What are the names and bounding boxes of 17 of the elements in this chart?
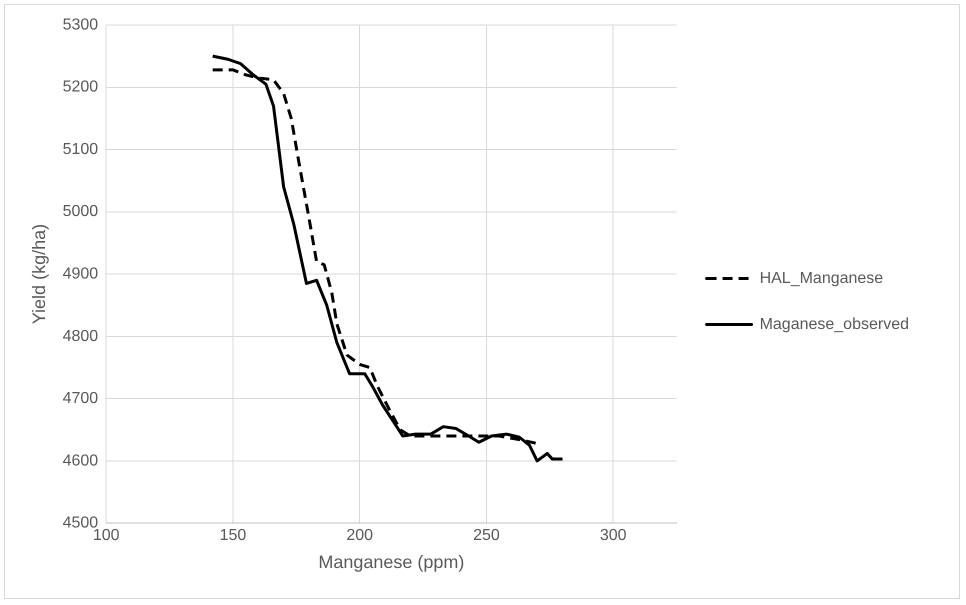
y-tick-label: 4700 xyxy=(62,390,98,408)
y-tick-label: 4800 xyxy=(62,328,98,345)
x-tick-label: 200 xyxy=(346,527,374,544)
legend-label: Maganese_observed xyxy=(760,316,909,333)
y-tick-label: 5200 xyxy=(62,78,98,96)
y-tick-label: 4900 xyxy=(62,266,98,283)
y-tick-label: 5100 xyxy=(62,140,98,158)
x-tick-label: 300 xyxy=(600,527,627,544)
y-tick-label: 4600 xyxy=(62,452,98,470)
y-tick-label: 5000 xyxy=(62,203,98,220)
y-axis-title: Yield (kg/ha) xyxy=(28,224,49,324)
x-tick-label: 250 xyxy=(473,527,500,544)
y-tick-label: 5300 xyxy=(62,16,98,34)
x-axis-title: Manganese (ppm) xyxy=(318,552,464,572)
legend-label: HAL_Manganese xyxy=(760,270,884,287)
x-tick-label: 100 xyxy=(92,527,120,544)
x-tick-label: 150 xyxy=(220,527,246,544)
